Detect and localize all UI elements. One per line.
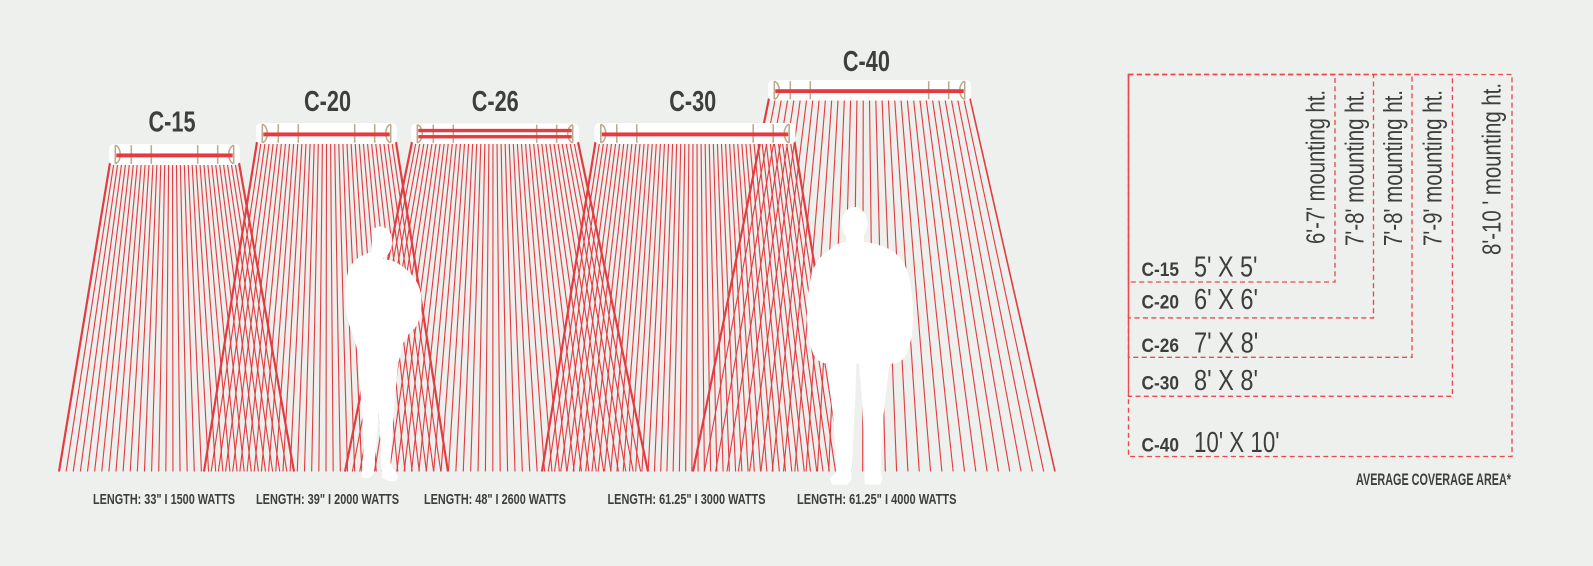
svg-text:LENGTH: 33" I 1500 WATTS: LENGTH: 33" I 1500 WATTS	[93, 492, 235, 508]
svg-text:6' X 6': 6' X 6'	[1194, 284, 1258, 316]
svg-text:C-40: C-40	[843, 46, 890, 78]
svg-text:C-15: C-15	[1142, 259, 1180, 281]
svg-text:6'-7' mounting ht.: 6'-7' mounting ht.	[1303, 90, 1331, 244]
svg-text:C-20: C-20	[1142, 292, 1180, 314]
svg-text:LENGTH: 39" I 2000 WATTS: LENGTH: 39" I 2000 WATTS	[256, 492, 399, 508]
svg-text:C-26: C-26	[472, 86, 519, 118]
svg-text:AVERAGE COVERAGE AREA*: AVERAGE COVERAGE AREA*	[1356, 471, 1511, 489]
svg-text:10' X 10': 10' X 10'	[1194, 427, 1280, 459]
svg-text:C-40: C-40	[1142, 434, 1180, 456]
svg-text:LENGTH: 61.25" I 3000 WATTS: LENGTH: 61.25" I 3000 WATTS	[608, 492, 766, 508]
svg-text:7'-9' mounting ht.: 7'-9' mounting ht.	[1420, 90, 1448, 246]
svg-text:C-30: C-30	[1142, 372, 1180, 394]
svg-text:C-30: C-30	[669, 86, 716, 118]
svg-text:5' X 5': 5' X 5'	[1194, 252, 1258, 284]
svg-text:7' X 8': 7' X 8'	[1194, 328, 1258, 360]
svg-text:C-26: C-26	[1142, 335, 1180, 357]
svg-text:8' X 8': 8' X 8'	[1194, 365, 1258, 397]
svg-text:8'-10 ' mounting ht.: 8'-10 ' mounting ht.	[1479, 83, 1507, 255]
svg-text:LENGTH: 48" I 2600 WATTS: LENGTH: 48" I 2600 WATTS	[424, 492, 566, 508]
svg-text:C-15: C-15	[149, 107, 196, 139]
svg-text:7'-8' mounting ht.: 7'-8' mounting ht.	[1380, 90, 1408, 246]
svg-text:LENGTH: 61.25" I 4000 WATTS: LENGTH: 61.25" I 4000 WATTS	[797, 492, 957, 508]
svg-text:C-20: C-20	[304, 86, 351, 118]
svg-text:7'-8' mounting ht.: 7'-8' mounting ht.	[1342, 90, 1370, 246]
